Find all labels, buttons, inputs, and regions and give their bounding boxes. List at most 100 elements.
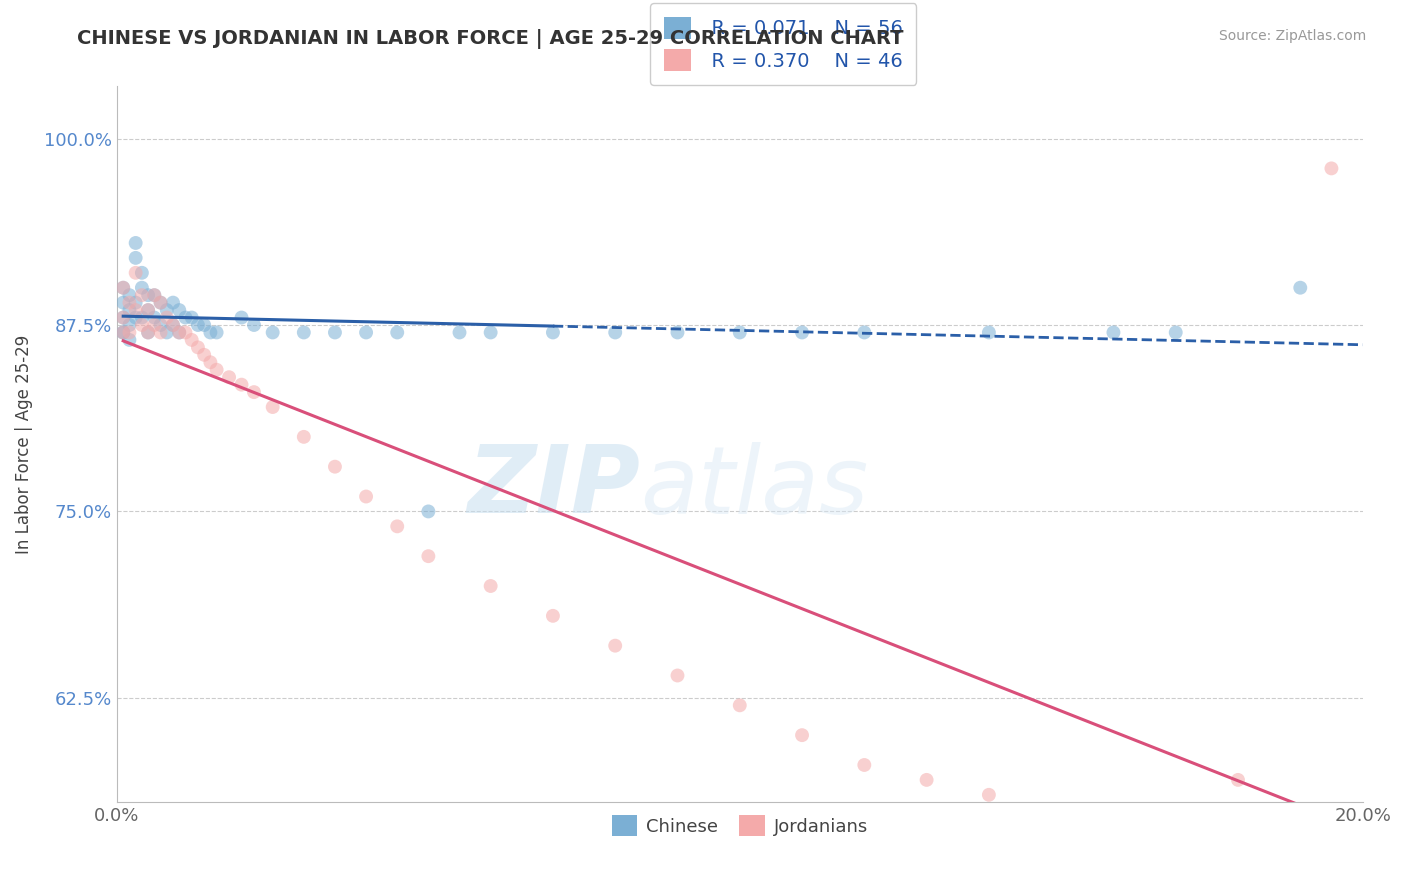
Point <box>292 430 315 444</box>
Point <box>666 326 689 340</box>
Point <box>124 295 146 310</box>
Point <box>728 698 751 713</box>
Point <box>136 288 159 302</box>
Point <box>292 326 315 340</box>
Point <box>187 318 209 332</box>
Point <box>231 310 253 325</box>
Point <box>149 326 172 340</box>
Point <box>143 288 166 302</box>
Point <box>605 639 627 653</box>
Point <box>112 295 135 310</box>
Point <box>205 326 228 340</box>
Point <box>243 385 266 400</box>
Point <box>149 295 172 310</box>
Point <box>354 490 377 504</box>
Point <box>118 288 141 302</box>
Point <box>112 310 135 325</box>
Text: Source: ZipAtlas.com: Source: ZipAtlas.com <box>1219 29 1367 43</box>
Point <box>156 303 179 318</box>
Point <box>243 318 266 332</box>
Point <box>1227 772 1250 787</box>
Point <box>1102 326 1125 340</box>
Point <box>124 266 146 280</box>
Legend: Chinese, Jordanians: Chinese, Jordanians <box>605 808 876 843</box>
Point <box>156 310 179 325</box>
Point <box>180 310 202 325</box>
Point <box>131 310 153 325</box>
Point <box>156 326 179 340</box>
Point <box>162 295 184 310</box>
Point <box>131 266 153 280</box>
Point <box>136 326 159 340</box>
Point <box>131 281 153 295</box>
Point <box>218 370 240 384</box>
Point <box>124 251 146 265</box>
Point <box>479 326 502 340</box>
Point <box>1320 161 1343 176</box>
Point <box>167 303 190 318</box>
Point <box>124 310 146 325</box>
Point <box>1102 803 1125 817</box>
Point <box>977 788 1000 802</box>
Point <box>915 772 938 787</box>
Point <box>174 326 197 340</box>
Text: CHINESE VS JORDANIAN IN LABOR FORCE | AGE 25-29 CORRELATION CHART: CHINESE VS JORDANIAN IN LABOR FORCE | AG… <box>77 29 904 48</box>
Point <box>143 318 166 332</box>
Point <box>323 326 346 340</box>
Point <box>1164 326 1187 340</box>
Point <box>167 326 190 340</box>
Point <box>149 318 172 332</box>
Point <box>1289 281 1312 295</box>
Point <box>205 363 228 377</box>
Point <box>790 326 813 340</box>
Point <box>605 326 627 340</box>
Point <box>853 758 876 772</box>
Point <box>853 326 876 340</box>
Point <box>354 326 377 340</box>
Point <box>387 519 409 533</box>
Point <box>387 326 409 340</box>
Point <box>541 608 564 623</box>
Point <box>728 326 751 340</box>
Point <box>149 295 172 310</box>
Point <box>666 668 689 682</box>
Point <box>418 549 440 564</box>
Point <box>162 318 184 332</box>
Point <box>124 235 146 250</box>
Point <box>112 310 135 325</box>
Text: ZIP: ZIP <box>467 442 640 533</box>
Point <box>193 348 215 362</box>
Point <box>174 310 197 325</box>
Point <box>977 326 1000 340</box>
Point <box>118 333 141 347</box>
Point <box>180 333 202 347</box>
Text: atlas: atlas <box>640 442 869 533</box>
Point <box>231 377 253 392</box>
Point <box>124 303 146 318</box>
Point <box>790 728 813 742</box>
Point <box>262 400 284 414</box>
Point <box>112 326 135 340</box>
Point <box>131 288 153 302</box>
Point <box>136 303 159 318</box>
Point <box>262 326 284 340</box>
Point <box>118 326 141 340</box>
Point <box>541 326 564 340</box>
Point <box>200 355 222 369</box>
Point <box>200 326 222 340</box>
Point <box>118 318 141 332</box>
Point <box>118 295 141 310</box>
Point <box>162 318 184 332</box>
Point <box>136 303 159 318</box>
Point <box>193 318 215 332</box>
Y-axis label: In Labor Force | Age 25-29: In Labor Force | Age 25-29 <box>15 334 32 554</box>
Point <box>187 340 209 354</box>
Point <box>479 579 502 593</box>
Point <box>167 326 190 340</box>
Point <box>323 459 346 474</box>
Point <box>449 326 471 340</box>
Point <box>143 288 166 302</box>
Point <box>112 326 135 340</box>
Point <box>118 303 141 318</box>
Point <box>112 281 135 295</box>
